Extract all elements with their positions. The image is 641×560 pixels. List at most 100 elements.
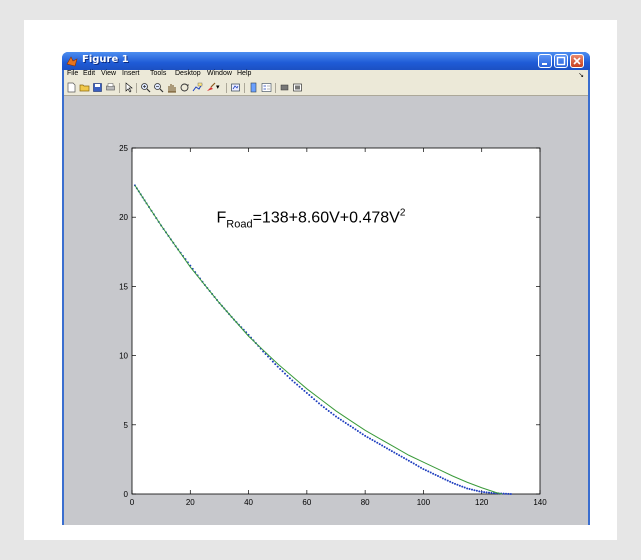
- link-plot-icon[interactable]: [230, 82, 241, 93]
- hide-plot-tools-icon[interactable]: [279, 82, 290, 93]
- series-data-point[interactable]: [310, 396, 313, 399]
- series-data-point[interactable]: [281, 370, 284, 373]
- series-data-point[interactable]: [313, 398, 316, 401]
- zoom-in-icon[interactable]: [140, 82, 151, 93]
- menu-view[interactable]: View: [101, 70, 117, 77]
- series-data-point[interactable]: [322, 406, 325, 409]
- series-data-point[interactable]: [434, 473, 437, 476]
- series-data-point[interactable]: [325, 408, 328, 411]
- series-data-point[interactable]: [315, 400, 318, 403]
- series-data-point[interactable]: [359, 431, 362, 434]
- series-data-point[interactable]: [298, 385, 301, 388]
- series-data-point[interactable]: [342, 420, 345, 423]
- series-data-point[interactable]: [354, 428, 357, 431]
- series-fit-line[interactable]: [134, 185, 503, 495]
- series-data-point[interactable]: [330, 411, 333, 414]
- maximize-button[interactable]: [554, 54, 568, 68]
- series-data-point[interactable]: [439, 476, 442, 479]
- series-data-point[interactable]: [441, 477, 444, 480]
- menu-desktop[interactable]: Desktop: [175, 70, 201, 77]
- series-data-point[interactable]: [429, 471, 432, 474]
- series-data-point[interactable]: [271, 360, 274, 363]
- series-data-point[interactable]: [293, 381, 296, 384]
- rotate-3d-icon[interactable]: [179, 82, 190, 93]
- series-data-point[interactable]: [502, 492, 505, 495]
- series-data-point[interactable]: [407, 459, 410, 462]
- pan-hand-icon[interactable]: [166, 82, 177, 93]
- menu-edit[interactable]: Edit: [83, 70, 96, 77]
- series-data-point[interactable]: [446, 479, 449, 482]
- series-data-point[interactable]: [405, 458, 408, 461]
- series-data-point[interactable]: [415, 463, 418, 466]
- colorbar-icon[interactable]: [248, 82, 259, 93]
- series-data-point[interactable]: [398, 454, 401, 457]
- series-data-point[interactable]: [488, 491, 490, 494]
- series-data-point[interactable]: [449, 480, 452, 483]
- series-data-point[interactable]: [444, 478, 447, 481]
- series-data-point[interactable]: [492, 492, 495, 495]
- series-data-point[interactable]: [378, 443, 381, 446]
- series-data-point[interactable]: [347, 423, 350, 426]
- series-data-point[interactable]: [318, 402, 320, 405]
- series-data-point[interactable]: [466, 487, 469, 490]
- data-cursor-icon[interactable]: [192, 82, 203, 93]
- series-data-point[interactable]: [366, 436, 369, 439]
- series-data-point[interactable]: [383, 445, 386, 448]
- series-data-point[interactable]: [339, 418, 342, 421]
- series-data-point[interactable]: [286, 374, 289, 377]
- series-data-point[interactable]: [288, 377, 291, 380]
- menu-dock-arrow-icon[interactable]: ↘: [578, 71, 584, 79]
- series-data-point[interactable]: [393, 451, 396, 454]
- series-data-point[interactable]: [437, 475, 439, 478]
- series-data-point[interactable]: [344, 421, 347, 424]
- series-data-point[interactable]: [376, 441, 379, 444]
- series-data-point[interactable]: [373, 440, 376, 443]
- series-data-point[interactable]: [371, 439, 374, 442]
- series-data-point[interactable]: [305, 391, 308, 394]
- menu-window[interactable]: Window: [207, 70, 232, 77]
- series-data-point[interactable]: [410, 461, 413, 464]
- new-file-icon[interactable]: [66, 82, 77, 93]
- series-data-point[interactable]: [369, 437, 371, 440]
- series-data-point[interactable]: [451, 481, 454, 484]
- brush-icon[interactable]: [205, 82, 216, 93]
- series-data-point[interactable]: [456, 483, 459, 486]
- series-data-point[interactable]: [395, 452, 398, 455]
- series-data-point[interactable]: [356, 430, 359, 433]
- series-data-point[interactable]: [485, 491, 488, 494]
- menu-file[interactable]: File: [67, 70, 79, 77]
- zoom-out-icon[interactable]: [153, 82, 164, 93]
- menu-tools[interactable]: Tools: [150, 70, 167, 77]
- series-data-point[interactable]: [471, 488, 473, 491]
- series-data-point[interactable]: [296, 383, 299, 386]
- save-icon[interactable]: [92, 82, 103, 93]
- series-data-point[interactable]: [424, 469, 427, 472]
- brush-dropdown-icon[interactable]: ▾: [216, 83, 220, 91]
- series-data-point[interactable]: [458, 484, 461, 487]
- series-data-point[interactable]: [483, 491, 486, 494]
- series-data-point[interactable]: [276, 365, 279, 368]
- series-data-point[interactable]: [274, 363, 277, 366]
- series-data-point[interactable]: [420, 466, 422, 469]
- series-data-point[interactable]: [361, 433, 364, 436]
- series-data-point[interactable]: [473, 489, 476, 492]
- series-data-point[interactable]: [327, 409, 330, 412]
- series-data-point[interactable]: [412, 462, 415, 465]
- series-data-point[interactable]: [505, 492, 507, 495]
- series-data-point[interactable]: [480, 490, 483, 493]
- series-data-point[interactable]: [432, 472, 435, 475]
- series-data-point[interactable]: [308, 394, 311, 397]
- series-data-point[interactable]: [388, 448, 391, 451]
- menu-insert[interactable]: Insert: [122, 70, 140, 77]
- open-folder-icon[interactable]: [79, 82, 90, 93]
- series-data-point[interactable]: [335, 415, 337, 418]
- series-data-point[interactable]: [478, 490, 481, 493]
- series-data-point[interactable]: [352, 426, 354, 429]
- series-data-point[interactable]: [454, 482, 456, 485]
- series-data-point[interactable]: [279, 367, 282, 370]
- print-icon[interactable]: [105, 82, 116, 93]
- series-data-point[interactable]: [468, 488, 471, 491]
- series-data-point[interactable]: [364, 434, 367, 437]
- series-data-point[interactable]: [320, 404, 323, 407]
- series-data-point[interactable]: [507, 492, 510, 495]
